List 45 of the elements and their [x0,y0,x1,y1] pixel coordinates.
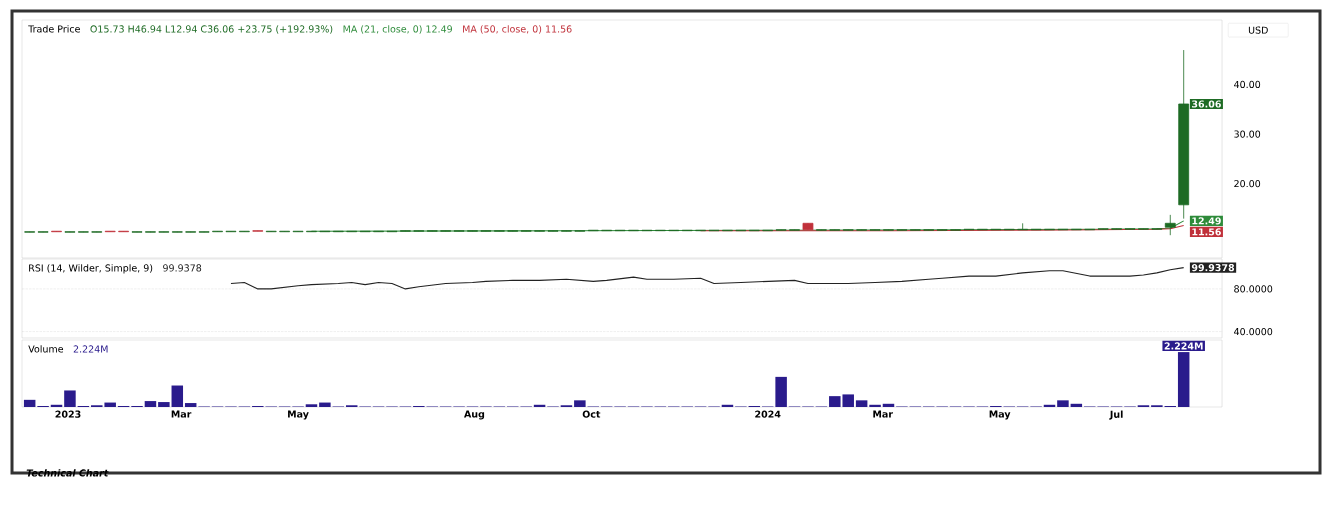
text: Technical Chart [26,469,109,477]
bar [319,402,331,407]
x-tick-label: Aug [464,410,485,420]
bar [855,400,868,407]
data-label: 11.56 [1192,228,1221,236]
data-label: 12.49 [1192,217,1221,225]
text: MA (50, close, 0) [463,25,542,34]
x-tick-label: Mar [873,410,893,418]
x-tick-label: Jul [1109,410,1123,420]
bar [775,376,787,407]
x-tick-label: May [989,410,1011,420]
y-tick-label: 40.00 [1234,80,1261,89]
y-axis-title: USD [1248,26,1268,34]
bar [574,400,586,407]
bar [1057,400,1069,407]
bar [869,404,881,407]
text: 12.49 [426,25,452,33]
text: 2.224M [73,345,108,353]
text: 11.56 [546,25,572,33]
bar [305,404,318,407]
x-tick-label: Oct [582,410,601,418]
x-tick-label: May [288,410,309,420]
y-tick-label: 80.0000 [1234,285,1273,293]
y-tick-label: 20.00 [1234,180,1261,188]
bar [23,399,36,407]
annotation: 36.06 [1192,100,1221,108]
y-tick-label: 40.0000 [1234,327,1273,336]
data-label: 2.224M [1164,342,1203,350]
bar [144,401,157,407]
x-tick-label: Mar [171,410,192,418]
candlestick [1164,214,1176,236]
text: MA (21, close, 0) [343,25,422,34]
chart-subtitle: O15.73 H46.94 L12.94 C36.06 +23.75 (+192.93%) [90,25,333,34]
y-tick-label: 30.00 [1234,130,1261,138]
bar [64,390,76,407]
bar [184,403,197,407]
chart-title: Trade Price [28,25,80,33]
bar [158,402,170,407]
x-tick-label: 2024 [755,410,781,418]
text: RSI (14, Wilder, Simple, 9) [29,264,153,274]
x-tick-label: 2023 [55,410,81,418]
data-label: 99.9378 [1191,264,1235,272]
bar [171,385,184,407]
text: 99.9378 [163,264,202,272]
chart-title: Volume [28,345,64,353]
